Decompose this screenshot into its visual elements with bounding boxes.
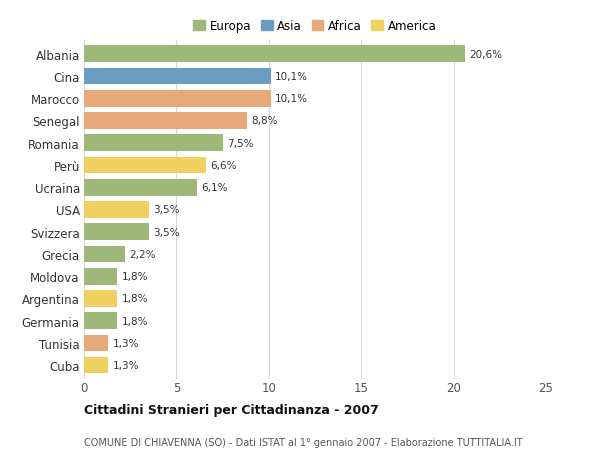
Text: 3,5%: 3,5% — [154, 227, 180, 237]
Text: Cittadini Stranieri per Cittadinanza - 2007: Cittadini Stranieri per Cittadinanza - 2… — [84, 403, 379, 416]
Text: 1,8%: 1,8% — [122, 316, 148, 326]
Text: 6,1%: 6,1% — [202, 183, 228, 193]
Bar — [84, 91, 271, 107]
Bar — [84, 313, 117, 329]
Bar — [84, 335, 108, 352]
Bar — [84, 179, 197, 196]
Bar — [84, 135, 223, 152]
Text: 20,6%: 20,6% — [469, 50, 502, 60]
Text: 1,3%: 1,3% — [113, 360, 139, 370]
Bar — [84, 157, 206, 174]
Bar — [84, 357, 108, 374]
Text: 2,2%: 2,2% — [129, 249, 156, 259]
Bar — [84, 113, 247, 129]
Text: 1,8%: 1,8% — [122, 294, 148, 304]
Text: 1,3%: 1,3% — [113, 338, 139, 348]
Bar — [84, 46, 464, 63]
Text: COMUNE DI CHIAVENNA (SO) - Dati ISTAT al 1° gennaio 2007 - Elaborazione TUTTITAL: COMUNE DI CHIAVENNA (SO) - Dati ISTAT al… — [84, 437, 523, 447]
Text: 8,8%: 8,8% — [251, 116, 278, 126]
Bar — [84, 68, 271, 85]
Text: 6,6%: 6,6% — [211, 161, 237, 171]
Text: 10,1%: 10,1% — [275, 94, 308, 104]
Bar — [84, 224, 149, 241]
Text: 7,5%: 7,5% — [227, 139, 254, 148]
Legend: Europa, Asia, Africa, America: Europa, Asia, Africa, America — [193, 20, 437, 33]
Bar — [84, 202, 149, 218]
Text: 1,8%: 1,8% — [122, 272, 148, 281]
Bar — [84, 268, 117, 285]
Bar — [84, 291, 117, 307]
Text: 3,5%: 3,5% — [154, 205, 180, 215]
Text: 10,1%: 10,1% — [275, 72, 308, 82]
Bar — [84, 246, 125, 263]
